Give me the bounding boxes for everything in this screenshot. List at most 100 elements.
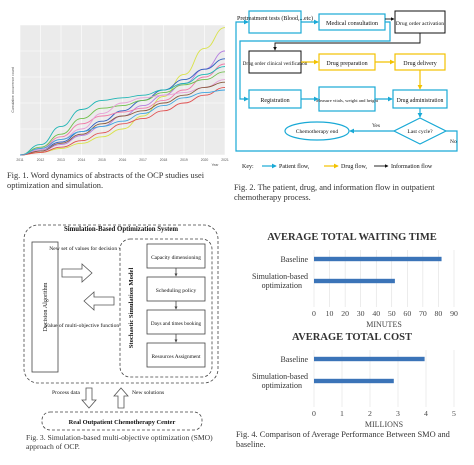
x-tick-label: 2011	[16, 158, 23, 162]
x-tick-label: 5	[452, 409, 456, 418]
waiting-time-chart: AVERAGE TOTAL WAITING TIME 0 10 20 30 40 50 60 7…	[252, 232, 458, 329]
x-axis-label: MILLIONS	[365, 420, 403, 427]
series-line-8	[19, 81, 226, 156]
x-tick-label: 60	[403, 309, 411, 318]
figure-3-caption: Fig. 3. Simulation-based multi-objective…	[26, 433, 213, 451]
svg-text:Drug administration: Drug administration	[397, 98, 444, 104]
step-scheduling-policy: Scheduling policy	[146, 276, 206, 302]
bar-baseline	[314, 356, 425, 362]
smo-diagram: Simulation-Based Optimization System Dec…	[23, 224, 219, 431]
svg-text:Capacity dimensioning: Capacity dimensioning	[151, 255, 201, 261]
node-drug-preparation: Drug preparation	[318, 53, 376, 71]
svg-text:Registration: Registration	[260, 98, 289, 104]
up-arrow-icon	[113, 387, 129, 409]
figure-4: AVERAGE TOTAL WAITING TIME 0 10 20 30 40 50 60 7…	[232, 222, 472, 462]
svg-text:Last cycle?: Last cycle?	[407, 129, 433, 135]
node-drug-order-verification: Drug order clinical verification	[243, 50, 308, 74]
svg-text:Decision Algorithm: Decision Algorithm	[42, 282, 49, 331]
stochastic-model-boundary	[119, 238, 213, 378]
x-tick-label: 2014	[78, 158, 86, 162]
category-label: Baseline	[280, 355, 308, 364]
svg-text:Key:: Key:	[242, 164, 254, 170]
series-line-3	[19, 58, 226, 156]
x-axis-label: Year	[211, 163, 219, 167]
x-tick-label: 50	[388, 309, 396, 318]
svg-text:Measure vitals, weight and hei: Measure vitals, weight and height	[316, 98, 379, 104]
left-arrow-icon	[83, 291, 115, 311]
bar-baseline	[314, 256, 442, 262]
x-tick-label: 2020	[201, 158, 209, 162]
svg-text:Drug order clinical verificati: Drug order clinical verification	[243, 60, 308, 67]
x-tick-label: 3	[396, 409, 400, 418]
series-line-5	[19, 66, 226, 156]
x-tick-label: 2013	[57, 158, 65, 162]
x-tick-label: 2017	[139, 158, 147, 162]
right-arrow-icon	[61, 263, 93, 283]
x-tick-label: 30	[357, 309, 365, 318]
stochastic-model-label: Stochastic Simulation Model	[128, 268, 135, 349]
svg-text:Drug order activation: Drug order activation	[396, 21, 444, 27]
series-line-4	[19, 63, 226, 156]
chemotherapy-flowchart: Pretreatment tests (Blood,...etc) Medica…	[235, 10, 458, 170]
x-tick-label: 2021	[221, 158, 229, 162]
figure-1: 2011 2012 2013 2014 2015 2016 2017 2018 2019 2020…	[5, 5, 230, 195]
svg-text:Drug flow,: Drug flow,	[341, 163, 367, 170]
x-tick-label: 0	[312, 409, 316, 418]
figure-2: Pretreatment tests (Blood,...etc) Medica…	[232, 3, 472, 203]
x-tick-label: 2019	[180, 158, 188, 162]
step-days-and-times-booking: Days and times booking	[146, 309, 206, 335]
bar-smo	[314, 378, 394, 384]
svg-text:Resources Assignment: Resources Assignment	[152, 354, 201, 360]
node-pretreatment: Pretreatment tests (Blood,...etc)	[237, 10, 313, 34]
svg-text:Real Outpatient Chemotherapy C: Real Outpatient Chemotherapy Center	[69, 419, 176, 426]
category-label: Simulation-based optimization	[252, 372, 308, 390]
x-tick-label: 10	[326, 309, 334, 318]
figure-3: Simulation-Based Optimization System Dec…	[22, 222, 230, 462]
figure-2-caption: Fig. 2. The patient, drug, and informati…	[234, 183, 435, 202]
x-tick-label: 0	[312, 309, 316, 318]
svg-text:Patient flow,: Patient flow,	[279, 163, 310, 170]
category-label: Simulation-based optimization	[252, 272, 308, 290]
svg-text:Scheduling policy: Scheduling policy	[156, 288, 197, 294]
svg-text:Days and times booking: Days and times booking	[151, 321, 202, 327]
y-axis-label: Cumulative occurrence count	[11, 67, 15, 112]
step-capacity-dimensioning: Capacity dimensioning	[146, 243, 206, 269]
x-axis-label: MINUTES	[366, 320, 402, 329]
x-tick-label: 80	[435, 309, 443, 318]
node-medical-consultation: Medical consultation	[318, 13, 386, 31]
patient-flow-arrows	[235, 19, 458, 152]
system-title: Simulation-Based Optimization System	[64, 226, 178, 233]
svg-text:Medical consultation: Medical consultation	[326, 20, 378, 27]
x-tick-label: 2016	[119, 158, 127, 162]
node-drug-order-activation: Drug order activation	[394, 10, 446, 34]
information-flow-arrows	[273, 17, 421, 51]
svg-text:Drug preparation: Drug preparation	[326, 61, 367, 67]
bar-smo	[314, 278, 395, 284]
svg-text:Pretreatment tests (Blood,...e: Pretreatment tests (Blood,...etc)	[237, 15, 313, 22]
process-data-label: Process data	[52, 390, 80, 396]
chart-title: AVERAGE TOTAL WAITING TIME	[267, 232, 437, 243]
total-cost-chart: AVERAGE TOTAL COST 0 1 2 3 4 5 Baseline Simulati…	[252, 332, 456, 429]
x-tick-label: 70	[419, 309, 427, 318]
x-tick-label: 2018	[160, 158, 168, 162]
node-drug-administration: Drug administration	[392, 89, 448, 109]
svg-text:Information flow: Information flow	[391, 163, 433, 170]
decision-algorithm-box: Decision Algorithm	[31, 241, 59, 373]
no-label: No	[450, 139, 457, 145]
node-chemotherapy-end: Chemotherapy end	[284, 121, 350, 141]
series-line-6	[19, 71, 226, 156]
x-tick-label: 4	[424, 409, 428, 418]
x-tick-label: 2	[368, 409, 372, 418]
x-tick-label: 2012	[37, 158, 45, 162]
new-solutions-label: New solutions	[132, 390, 164, 396]
yes-label: Yes	[372, 123, 380, 129]
new-values-label: New set of values for decision variables	[49, 245, 138, 252]
x-tick-label: 20	[341, 309, 349, 318]
word-dynamics-chart: 2011 2012 2013 2014 2015 2016 2017 2018 2019 2020…	[5, 5, 230, 170]
x-tick-label: 40	[372, 309, 380, 318]
x-tick-label: 90	[450, 309, 458, 318]
real-center-box: Real Outpatient Chemotherapy Center	[41, 411, 203, 431]
series-line-1	[19, 27, 226, 156]
objective-value-label: Value of multi-objective function	[45, 322, 120, 329]
